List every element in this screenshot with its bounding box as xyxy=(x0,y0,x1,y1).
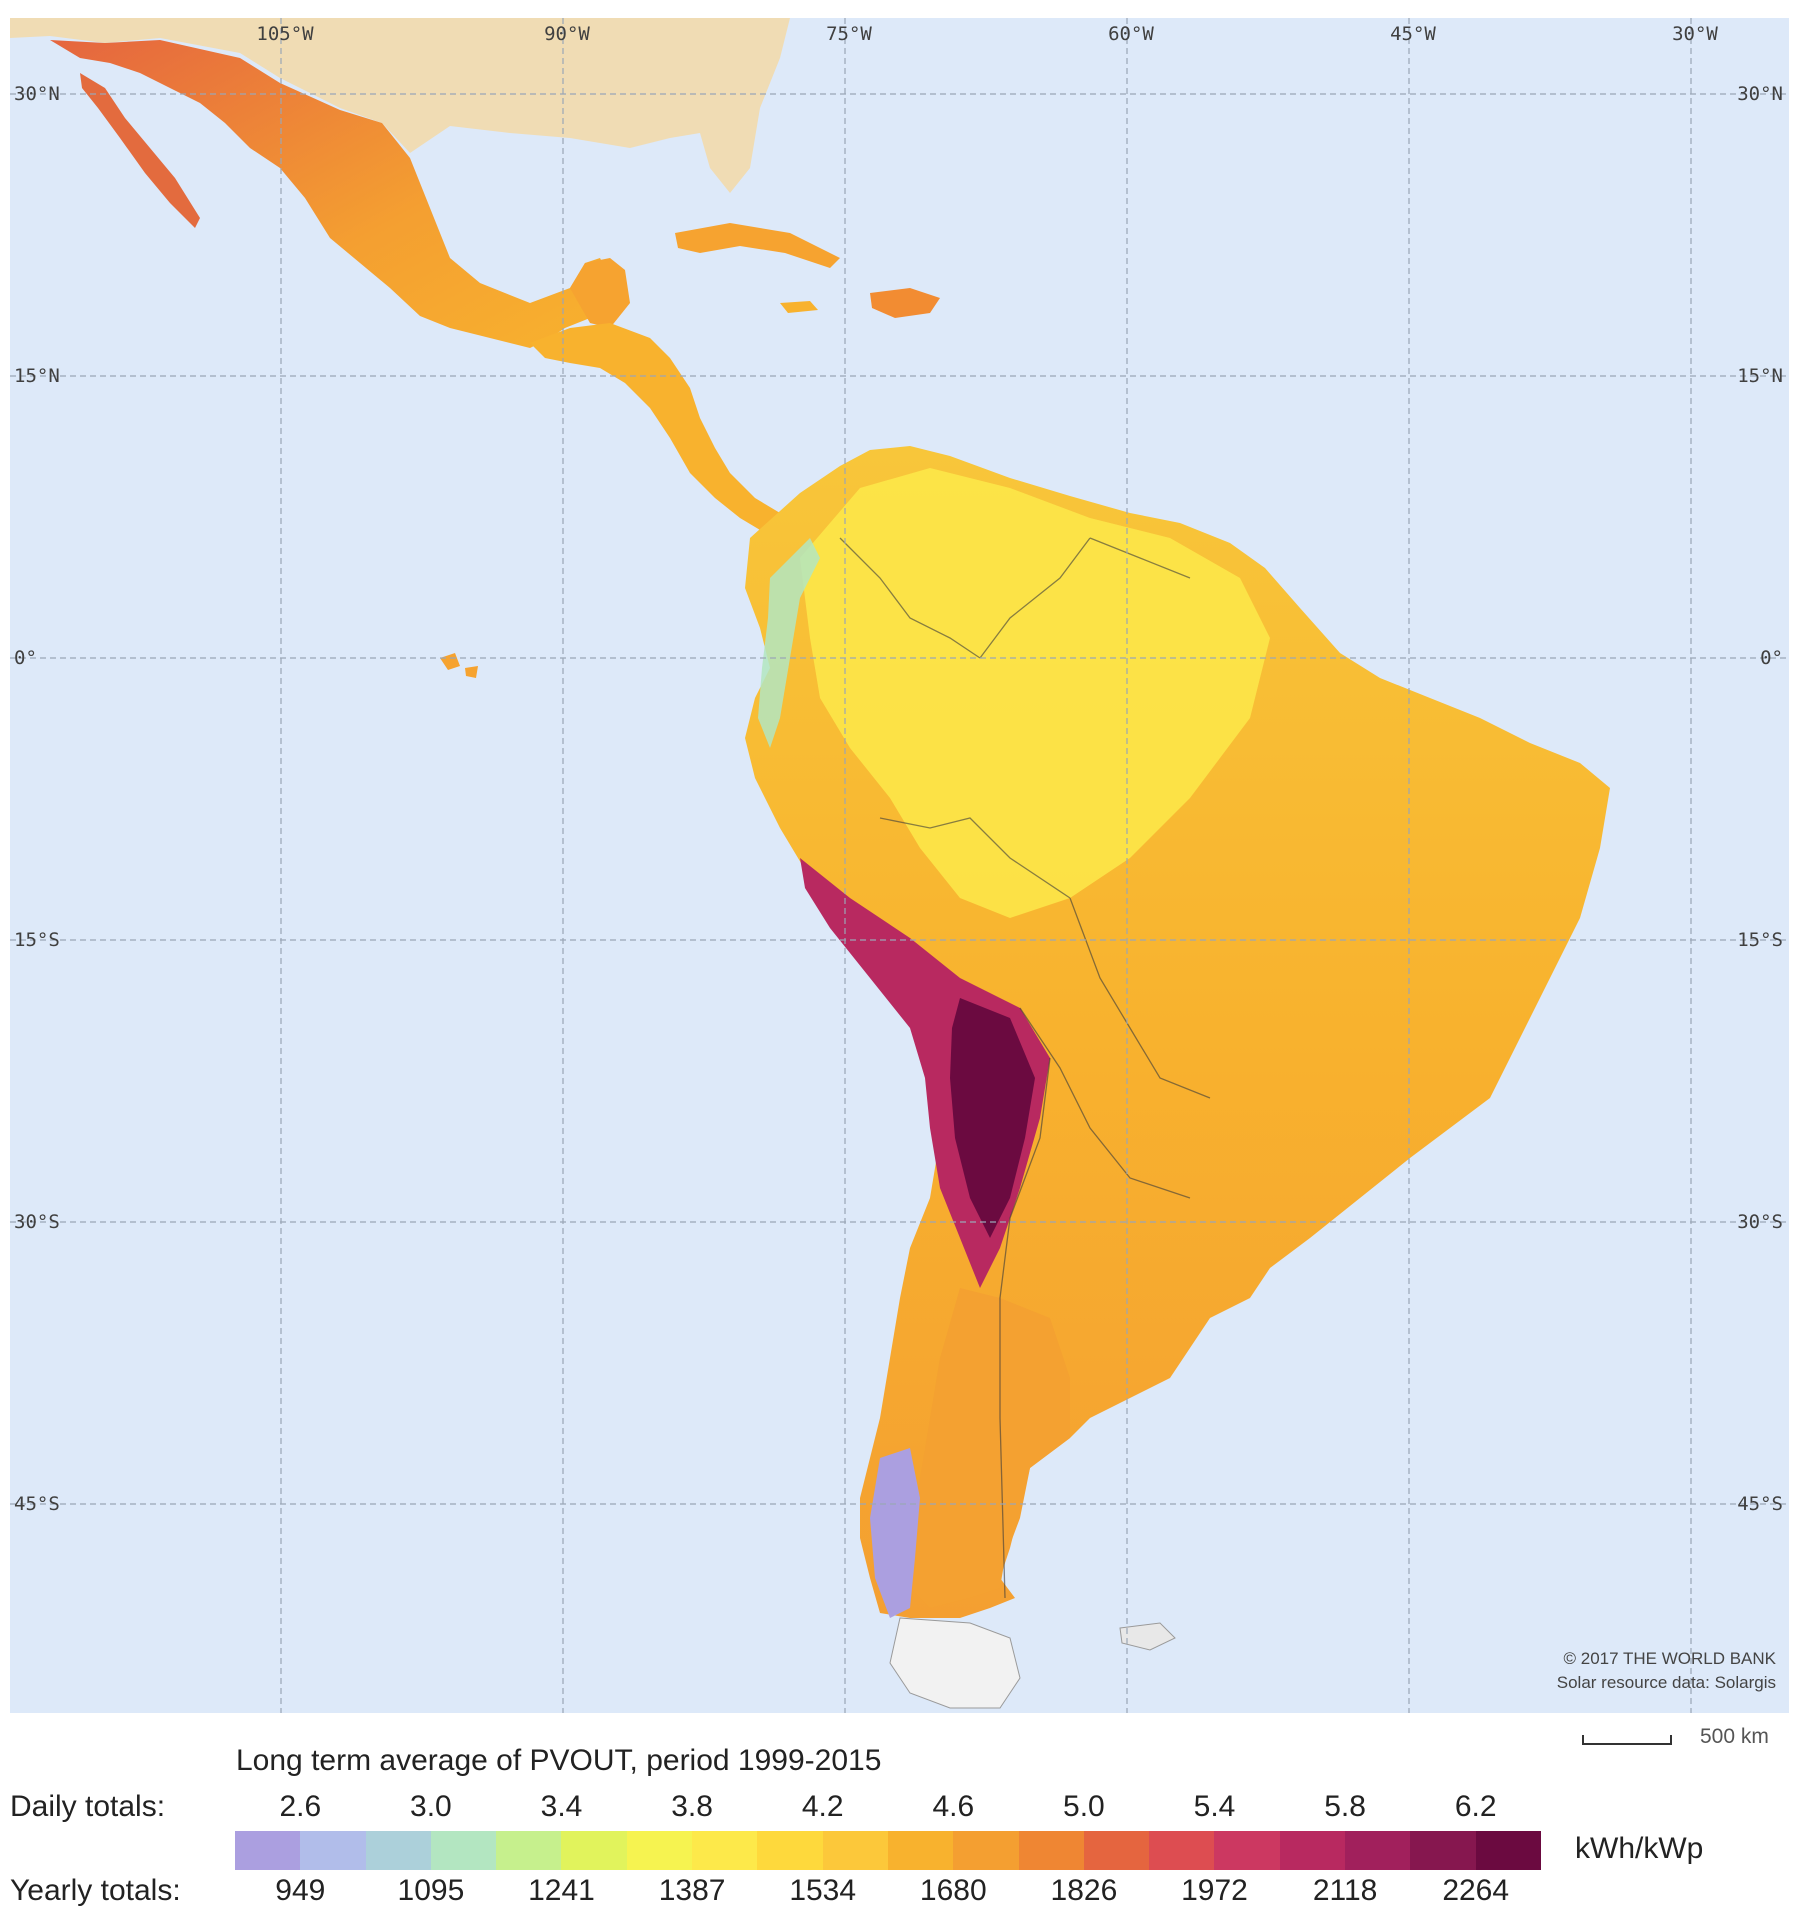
legend-swatch xyxy=(626,1831,693,1870)
legend-swatch xyxy=(822,1831,888,1870)
legend-swatch xyxy=(692,1831,758,1870)
yearly-tick: 1826 xyxy=(1050,1874,1118,1907)
lon-label: 75°W xyxy=(826,23,872,45)
legend-swatch xyxy=(1345,1831,1411,1870)
map-svg: 105°W 90°W 75°W 60°W 45°W 30°W 30°N 15°N… xyxy=(10,18,1789,1713)
daily-tick: 4.2 xyxy=(801,1790,844,1823)
daily-tick: 3.8 xyxy=(671,1790,713,1823)
yearly-tick: 1534 xyxy=(789,1874,857,1907)
andes-cool-strip xyxy=(758,538,820,748)
daily-tick: 4.6 xyxy=(932,1790,975,1823)
yearly-tick: 1095 xyxy=(397,1874,465,1907)
lat-label: 15°N xyxy=(1737,365,1783,387)
legend-swatch xyxy=(757,1831,823,1870)
atacama-core xyxy=(950,998,1035,1238)
daily-tick: 6.2 xyxy=(1454,1790,1497,1823)
daily-tick: 5.4 xyxy=(1193,1790,1236,1823)
data-source-credit: Solar resource data: Solargis xyxy=(1557,1673,1776,1692)
yearly-tick: 949 xyxy=(275,1874,326,1907)
lat-label: 45°S xyxy=(1737,1493,1783,1515)
legend-swatch xyxy=(1083,1831,1150,1870)
map-panel: 105°W 90°W 75°W 60°W 45°W 30°W 30°N 15°N… xyxy=(10,18,1789,1713)
legend-swatch xyxy=(1279,1831,1346,1870)
mexico-land xyxy=(50,40,610,348)
patagonia-region xyxy=(910,1288,1070,1608)
legend-swatch xyxy=(235,1831,301,1870)
north-america-land xyxy=(10,18,790,193)
lat-label: 30°N xyxy=(14,83,60,105)
daily-tick: 2.6 xyxy=(279,1790,322,1823)
legend-swatch xyxy=(561,1831,627,1870)
jamaica xyxy=(780,301,818,313)
legend-swatch xyxy=(496,1831,562,1870)
legend-swatch xyxy=(365,1831,431,1870)
yearly-tick: 1972 xyxy=(1181,1874,1248,1907)
daily-tick: 5.8 xyxy=(1324,1790,1366,1823)
legend-swatch xyxy=(300,1831,366,1870)
graticule xyxy=(10,18,1789,1713)
daily-tick: 3.4 xyxy=(540,1790,583,1823)
country-borders xyxy=(839,537,1211,1599)
daily-tick: 3.0 xyxy=(410,1790,452,1823)
legend-swatch xyxy=(887,1831,954,1870)
lat-label: 15°S xyxy=(1737,929,1783,951)
longitude-labels: 105°W 90°W 75°W 60°W 45°W 30°W xyxy=(256,23,1718,45)
lat-label: 30°S xyxy=(1737,1211,1783,1233)
legend-title: Long term average of PVOUT, period 1999-… xyxy=(236,1744,882,1777)
legend-color-ramp xyxy=(235,1831,1541,1870)
yearly-tick: 1387 xyxy=(658,1874,726,1907)
yearly-tick: 2118 xyxy=(1312,1874,1378,1907)
galapagos-islands xyxy=(440,653,478,678)
yearly-tick: 1680 xyxy=(919,1874,987,1907)
legend-swatch xyxy=(953,1831,1019,1870)
scale-bar-line xyxy=(1582,1735,1672,1745)
yearly-tick: 1241 xyxy=(528,1874,595,1907)
amazon-region xyxy=(800,468,1270,918)
cuba xyxy=(675,223,840,268)
lat-label: 30°N xyxy=(1737,83,1783,105)
legend-swatch xyxy=(1214,1831,1280,1870)
legend-swatch xyxy=(1018,1831,1084,1870)
legend-swatch xyxy=(1410,1831,1476,1870)
lat-label: 15°S xyxy=(14,929,60,951)
lon-label: 105°W xyxy=(256,23,314,45)
baja-california xyxy=(80,73,200,228)
hispaniola xyxy=(870,288,940,318)
lat-label: 30°S xyxy=(14,1211,60,1233)
daily-totals-label: Daily totals: xyxy=(10,1790,166,1823)
yearly-tick: 2264 xyxy=(1442,1874,1510,1907)
lon-label: 90°W xyxy=(544,23,590,45)
tierra-del-fuego xyxy=(889,1617,1021,1709)
lat-label: 0° xyxy=(14,647,37,669)
scale-bar: 500 km xyxy=(1582,1725,1792,1765)
lat-label: 15°N xyxy=(14,365,60,387)
legend-swatch xyxy=(430,1831,497,1870)
latitude-labels-left: 30°N 15°N 0° 15°S 30°S 45°S xyxy=(14,83,60,1515)
lon-label: 60°W xyxy=(1108,23,1154,45)
latitude-labels-right: 30°N 15°N 0° 15°S 30°S 45°S xyxy=(1737,83,1783,1515)
copyright-credit: © 2017 THE WORLD BANK xyxy=(1564,1649,1777,1668)
legend-swatch xyxy=(1149,1831,1215,1870)
falkland-islands xyxy=(1119,1622,1176,1651)
lon-label: 45°W xyxy=(1390,23,1436,45)
yearly-totals-label: Yearly totals: xyxy=(10,1874,181,1907)
legend-unit: kWh/kWp xyxy=(1575,1832,1704,1865)
southern-chile-strip xyxy=(870,1448,920,1618)
lon-label: 30°W xyxy=(1672,23,1718,45)
daily-tick: 5.0 xyxy=(1063,1790,1105,1823)
lat-label: 0° xyxy=(1760,647,1783,669)
legend: Long term average of PVOUT, period 1999-… xyxy=(0,1740,1799,1915)
lat-label: 45°S xyxy=(14,1493,60,1515)
central-america-land xyxy=(530,323,800,543)
legend-swatch xyxy=(1475,1831,1541,1870)
scale-bar-label: 500 km xyxy=(1700,1725,1769,1748)
yucatan xyxy=(570,258,630,328)
